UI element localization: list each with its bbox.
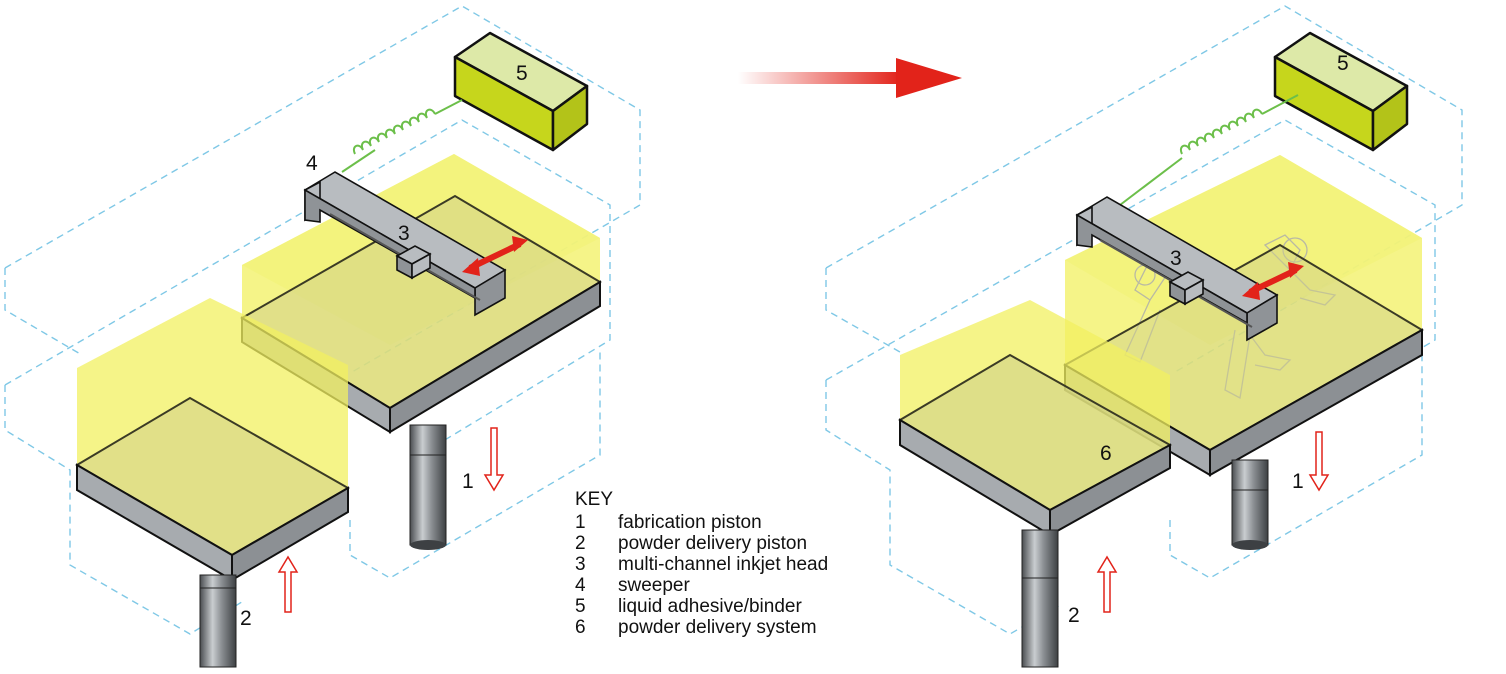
up-arrow-icon [1096, 555, 1118, 613]
label-3-right: 3 [1170, 247, 1182, 270]
sweeper-assembly-left: 4 3 [303, 152, 528, 317]
key-item-num: 6 [575, 617, 586, 638]
key-item-num: 4 [575, 575, 586, 596]
label-1-right: 1 [1292, 470, 1304, 493]
label-5-right: 5 [1337, 52, 1349, 75]
key-item-text: liquid adhesive/binder [618, 596, 802, 617]
key-item-text: powder delivery system [618, 617, 817, 638]
label-1-left: 1 [462, 470, 474, 493]
double-headed-arrow-icon [462, 236, 528, 276]
key-item-text: fabrication piston [618, 512, 762, 533]
binder-box-left: 5 [453, 31, 589, 152]
key-item-num: 1 [575, 512, 586, 533]
up-arrow-icon [277, 555, 299, 613]
right-stage: 5 [825, 5, 1463, 668]
key-item-text: powder delivery piston [618, 533, 807, 554]
label-5-left: 5 [516, 62, 528, 85]
label-2-left: 2 [240, 607, 252, 630]
key-item-text: multi-channel inkjet head [618, 554, 828, 575]
binder-box-right: 5 [1273, 31, 1409, 152]
key-title: KEY [575, 489, 613, 510]
key-item-text: sweeper [618, 575, 690, 596]
powder-delivery-bed-right: 6 2 [898, 300, 1173, 668]
key-item-num: 3 [575, 554, 586, 575]
label-6: 6 [1100, 442, 1112, 465]
key-item-num: 5 [575, 596, 586, 617]
double-headed-arrow-icon [1242, 262, 1304, 300]
down-arrow-icon [483, 427, 505, 492]
down-arrow-icon [1308, 431, 1330, 492]
coil-wire-icon [341, 99, 463, 173]
key-item-num: 2 [575, 533, 586, 554]
sweeper-assembly-right: 3 [1075, 196, 1304, 342]
transition-arrow-icon [738, 58, 962, 98]
label-3-left: 3 [398, 222, 410, 245]
left-stage: 5 1 [4, 5, 641, 668]
label-4: 4 [306, 152, 318, 175]
key-legend: KEY 1 fabrication piston 2 powder delive… [575, 489, 828, 638]
key-items: 1 fabrication piston 2 powder delivery p… [575, 512, 828, 638]
coil-wire-icon [1119, 94, 1299, 206]
label-2-right: 2 [1068, 604, 1080, 627]
powder-delivery-bed-left: 2 [75, 298, 351, 668]
